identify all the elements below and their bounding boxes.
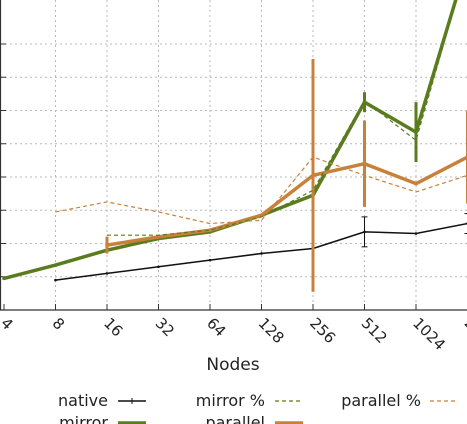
x-tick-label: 512 bbox=[358, 314, 391, 347]
series-line-mirror bbox=[3, 0, 458, 281]
x-tick-label: 64 bbox=[203, 314, 229, 340]
x-axis-title: Nodes bbox=[206, 355, 259, 375]
legend-label-mirror: mirror bbox=[59, 413, 108, 424]
series-line-parallel-pct bbox=[55, 156, 467, 225]
x-tick-label: 256 bbox=[306, 314, 339, 347]
data-point-native bbox=[260, 252, 263, 255]
series-line-mirror-pct bbox=[107, 0, 457, 236]
x-tick-label: 1024 bbox=[409, 314, 449, 354]
data-point-native bbox=[157, 265, 160, 269]
data-point-native bbox=[105, 272, 109, 275]
legend-label-parallel: parallel bbox=[205, 413, 265, 424]
grid bbox=[0, 0, 467, 310]
data-point-native bbox=[208, 258, 212, 262]
legend-label-mirror-pct: mirror % bbox=[196, 391, 265, 410]
legend-label-parallel-pct: parallel % bbox=[341, 391, 421, 410]
plot-area bbox=[2, 0, 467, 292]
x-tick-label: 128 bbox=[255, 314, 288, 347]
x-tick-label: 8 bbox=[49, 314, 68, 333]
data-point-parallel bbox=[208, 228, 212, 232]
data-point-mirror bbox=[2, 276, 6, 281]
axes bbox=[0, 0, 467, 311]
x-tick-label: 4 bbox=[0, 314, 17, 333]
legend: native mirror % parallel % mirror parallel bbox=[58, 391, 458, 424]
data-point-mirror bbox=[53, 263, 58, 267]
legend-label-native: native bbox=[58, 391, 108, 410]
x-tick-labels: 4 8 16 32 64 128 256 512 1024 2048 bbox=[0, 314, 467, 354]
data-point-native bbox=[54, 278, 57, 282]
x-tick-label: 32 bbox=[152, 314, 178, 340]
data-point-native bbox=[414, 232, 418, 235]
x-tick-label: 2048 bbox=[461, 314, 467, 354]
series-line-parallel bbox=[106, 155, 467, 247]
data-point-parallel bbox=[156, 235, 161, 239]
x-tick-label: 16 bbox=[100, 314, 126, 340]
data-point-parallel bbox=[414, 181, 418, 186]
